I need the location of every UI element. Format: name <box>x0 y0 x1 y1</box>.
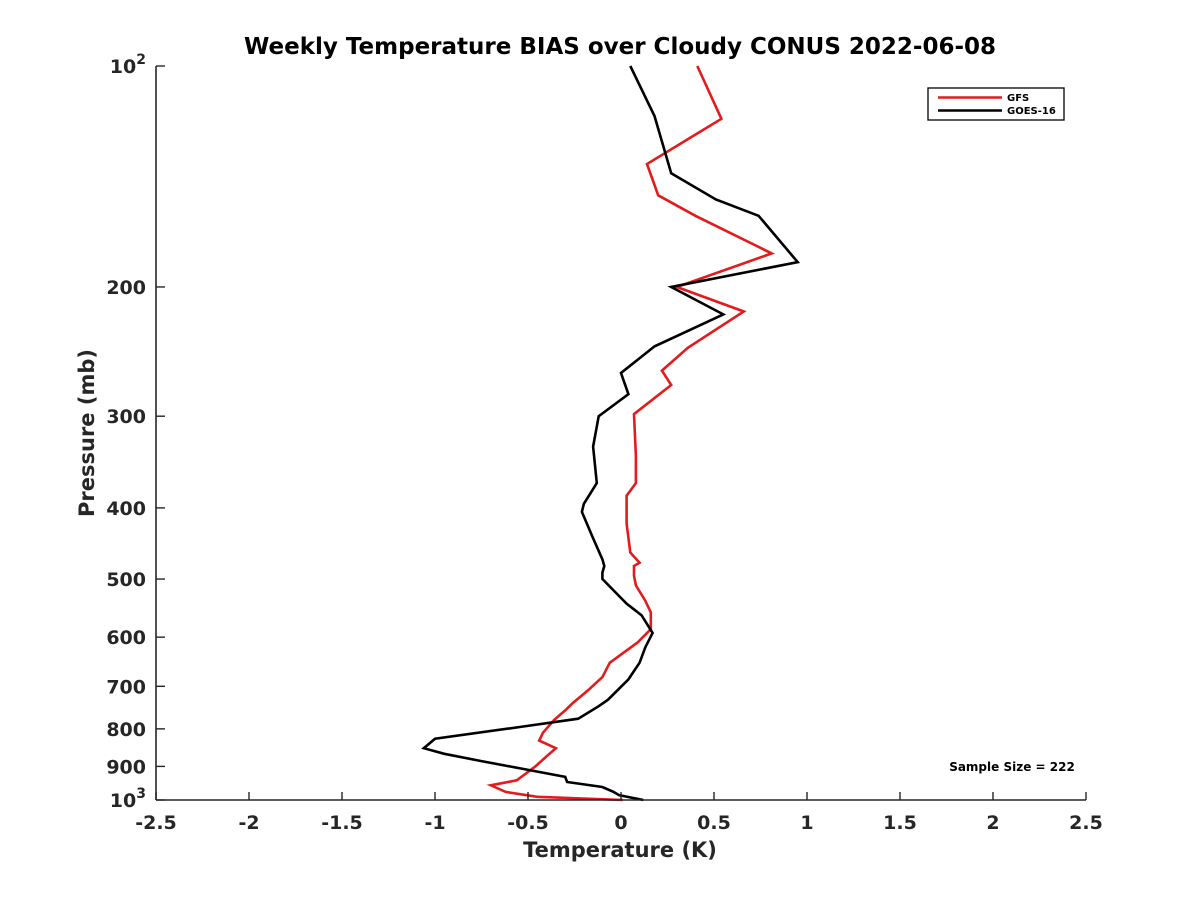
x-tick-label: -0.5 <box>507 812 549 834</box>
x-tick-label: 0 <box>614 812 627 834</box>
x-tick-label: 2.5 <box>1069 812 1103 834</box>
legend-box <box>927 87 1065 121</box>
series-group <box>421 65 801 802</box>
x-tick-label: 1 <box>800 812 813 834</box>
plot-area: -2.5 -2 -1.5 -1 -0.5 0 0.5 1 1.5 2 2.5 102 200 300 40… <box>106 52 1103 834</box>
y-tick-label: 700 <box>106 676 146 698</box>
x-axis-label: Temperature (K) <box>523 838 717 862</box>
y-tick-label: 400 <box>106 498 146 520</box>
y-tick-label: 900 <box>106 756 146 778</box>
x-tick-label: 2 <box>986 812 999 834</box>
legend-label-goes-16: GOES-16 <box>1007 106 1056 117</box>
y-tick-label: 300 <box>106 406 146 428</box>
y-axis-ticks: 102 200 300 400 500 600 700 800 900 103 <box>106 52 165 812</box>
x-tick-label: -1.5 <box>321 812 363 834</box>
y-tick-label: 200 <box>106 277 146 299</box>
series-line-gfs <box>486 65 776 802</box>
y-tick-label: 103 <box>110 786 146 812</box>
x-tick-label: 0.5 <box>697 812 731 834</box>
y-tick-label: 102 <box>110 52 146 78</box>
x-tick-label: 1.5 <box>883 812 917 834</box>
sample-size-annotation: Sample Size = 222 <box>949 760 1075 774</box>
x-tick-label: -2.5 <box>135 812 177 834</box>
chart-title: Weekly Temperature BIAS over Cloudy CONU… <box>244 34 996 60</box>
x-tick-label: -2 <box>238 812 259 834</box>
series-line-goes-16 <box>421 65 801 802</box>
y-tick-label: 500 <box>106 569 146 591</box>
legend: GFS GOES-16 <box>927 87 1065 121</box>
legend-label-gfs: GFS <box>1007 93 1029 104</box>
x-tick-label: -1 <box>424 812 445 834</box>
x-axis-ticks: -2.5 -2 -1.5 -1 -0.5 0 0.5 1 1.5 2 2.5 <box>135 792 1103 834</box>
y-axis-label: Pressure (mb) <box>75 349 99 517</box>
y-tick-label: 600 <box>106 627 146 649</box>
y-tick-label: 800 <box>106 719 146 741</box>
